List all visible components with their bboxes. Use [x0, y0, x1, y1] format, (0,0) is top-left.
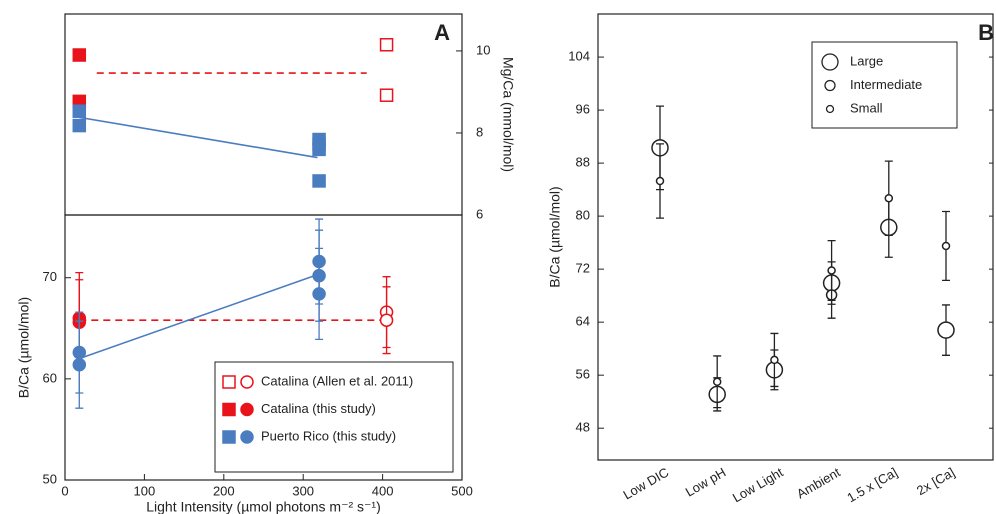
y-tick-label: 70 — [43, 269, 57, 284]
marker — [312, 287, 326, 301]
legend-label: Small — [850, 100, 883, 115]
y-tick-label: 60 — [43, 370, 57, 385]
marker — [72, 104, 87, 118]
x-tick-label: Low DIC — [621, 465, 672, 503]
y-tick-label: 8 — [476, 124, 483, 139]
marker — [655, 176, 665, 186]
y-tick-label: 10 — [476, 42, 490, 57]
marker — [379, 38, 394, 52]
legend-marker — [821, 53, 839, 71]
legend-label: Catalina (Allen et al. 2011) — [261, 373, 413, 388]
legend-marker — [824, 79, 836, 92]
marker — [884, 193, 894, 203]
x-tick-label: 500 — [451, 483, 473, 498]
trend-line — [79, 273, 318, 360]
marker — [937, 321, 955, 339]
legend-marker — [222, 402, 236, 417]
marker — [941, 241, 951, 251]
legend-box — [214, 361, 454, 473]
plot-frame — [597, 13, 994, 461]
marker — [312, 174, 326, 188]
y-tick-label: 50 — [43, 471, 57, 486]
x-tick-label: 2x [Ca] — [914, 465, 957, 499]
x-axis-label: Light Intensity (µmol photons m⁻² s⁻¹) — [146, 499, 380, 514]
x-tick-label: 400 — [372, 483, 394, 498]
y-tick-label: 72 — [576, 261, 590, 276]
y-tick-label: 64 — [576, 314, 590, 329]
marker — [379, 313, 394, 327]
marker — [712, 377, 722, 387]
y-axis-label: B/Ca (µmol/mol) — [547, 186, 563, 287]
marker — [72, 357, 87, 372]
y-axis-label: Mg/Ca (mmol/mol) — [500, 57, 516, 172]
y-tick-label: 96 — [576, 102, 590, 117]
marker — [770, 355, 779, 365]
legend-marker — [240, 430, 254, 444]
y-tick-label: 104 — [568, 49, 590, 64]
legend-label: Catalina (this study) — [261, 401, 376, 416]
x-tick-label: 1.5 x [Ca] — [844, 465, 900, 506]
marker — [72, 48, 87, 62]
y-tick-label: 88 — [576, 155, 590, 170]
legend-marker — [825, 104, 835, 114]
marker — [379, 88, 394, 102]
marker — [312, 142, 326, 157]
legend-marker — [222, 430, 236, 444]
y-axis-label: B/Ca (µmol/mol) — [16, 297, 32, 398]
x-tick-label: 0 — [61, 483, 68, 498]
x-tick-label: 200 — [213, 483, 235, 498]
trend-line — [79, 116, 318, 159]
legend-marker — [240, 375, 254, 389]
y-tick-label: 6 — [476, 206, 483, 221]
x-tick-label: Low Light — [730, 464, 786, 505]
panel-label: A — [434, 20, 450, 45]
y-tick-label: 80 — [576, 208, 590, 223]
legend-marker — [222, 375, 236, 389]
legend-label: Large — [850, 53, 883, 68]
plot-frame — [64, 214, 463, 481]
plot-frame — [64, 13, 463, 216]
y-tick-label: 56 — [576, 367, 590, 382]
marker — [827, 266, 836, 275]
y-tick-label: 48 — [576, 420, 590, 435]
panel-label: B — [978, 20, 994, 45]
legend-marker — [240, 402, 254, 417]
x-tick-label: 300 — [292, 483, 314, 498]
legend-label: Intermediate — [850, 77, 922, 92]
x-tick-label: Ambient — [794, 464, 843, 501]
x-tick-label: Low pH — [683, 465, 729, 500]
marker — [72, 118, 87, 133]
x-tick-label: 100 — [134, 483, 156, 498]
legend-label: Puerto Rico (this study) — [261, 428, 396, 443]
